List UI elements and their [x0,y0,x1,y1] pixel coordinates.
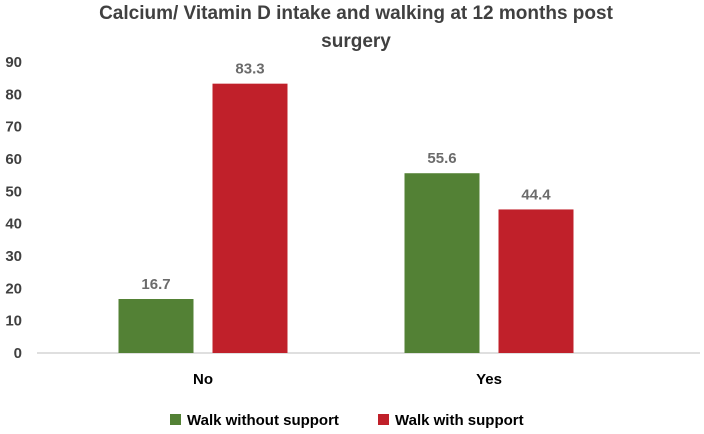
legend: Walk without support Walk with support [170,412,524,429]
bar-no-walk-without-support [118,299,194,353]
chart-title-line-1: Calcium/ Vitamin D intake and walking at… [99,3,613,24]
y-tick-label-70: 70 [5,119,22,136]
legend-swatch-walk-without-support [170,414,181,425]
data-label-no-walk-with-support: 83.3 [235,61,264,78]
x-axis-categories: No Yes [193,371,502,388]
legend-label-walk-with-support: Walk with support [395,412,524,429]
y-axis: 0 10 20 30 40 50 60 70 80 90 [5,54,22,362]
y-tick-label-10: 10 [5,313,22,330]
legend-swatch-walk-with-support [378,414,389,425]
y-tick-label-60: 60 [5,151,22,168]
chart-title: Calcium/ Vitamin D intake and walking at… [99,3,613,52]
bar-no-walk-with-support [212,83,288,353]
y-tick-label-40: 40 [5,216,22,233]
data-label-yes-walk-with-support: 44.4 [521,186,551,203]
bars: 16.7 83.3 55.6 44.4 [118,61,574,353]
y-tick-label-20: 20 [5,280,22,297]
y-tick-label-0: 0 [14,345,22,362]
legend-label-walk-without-support: Walk without support [187,412,339,429]
data-label-no-walk-without-support: 16.7 [141,276,170,293]
bar-yes-walk-with-support [498,209,574,353]
y-tick-label-50: 50 [5,183,22,200]
y-tick-label-30: 30 [5,248,22,265]
y-tick-label-90: 90 [5,54,22,71]
category-label-no: No [193,371,213,388]
data-label-yes-walk-without-support: 55.6 [427,150,456,167]
bar-yes-walk-without-support [404,173,480,353]
category-label-yes: Yes [476,371,502,388]
y-tick-label-80: 80 [5,86,22,103]
chart-title-line-2: surgery [321,31,391,52]
